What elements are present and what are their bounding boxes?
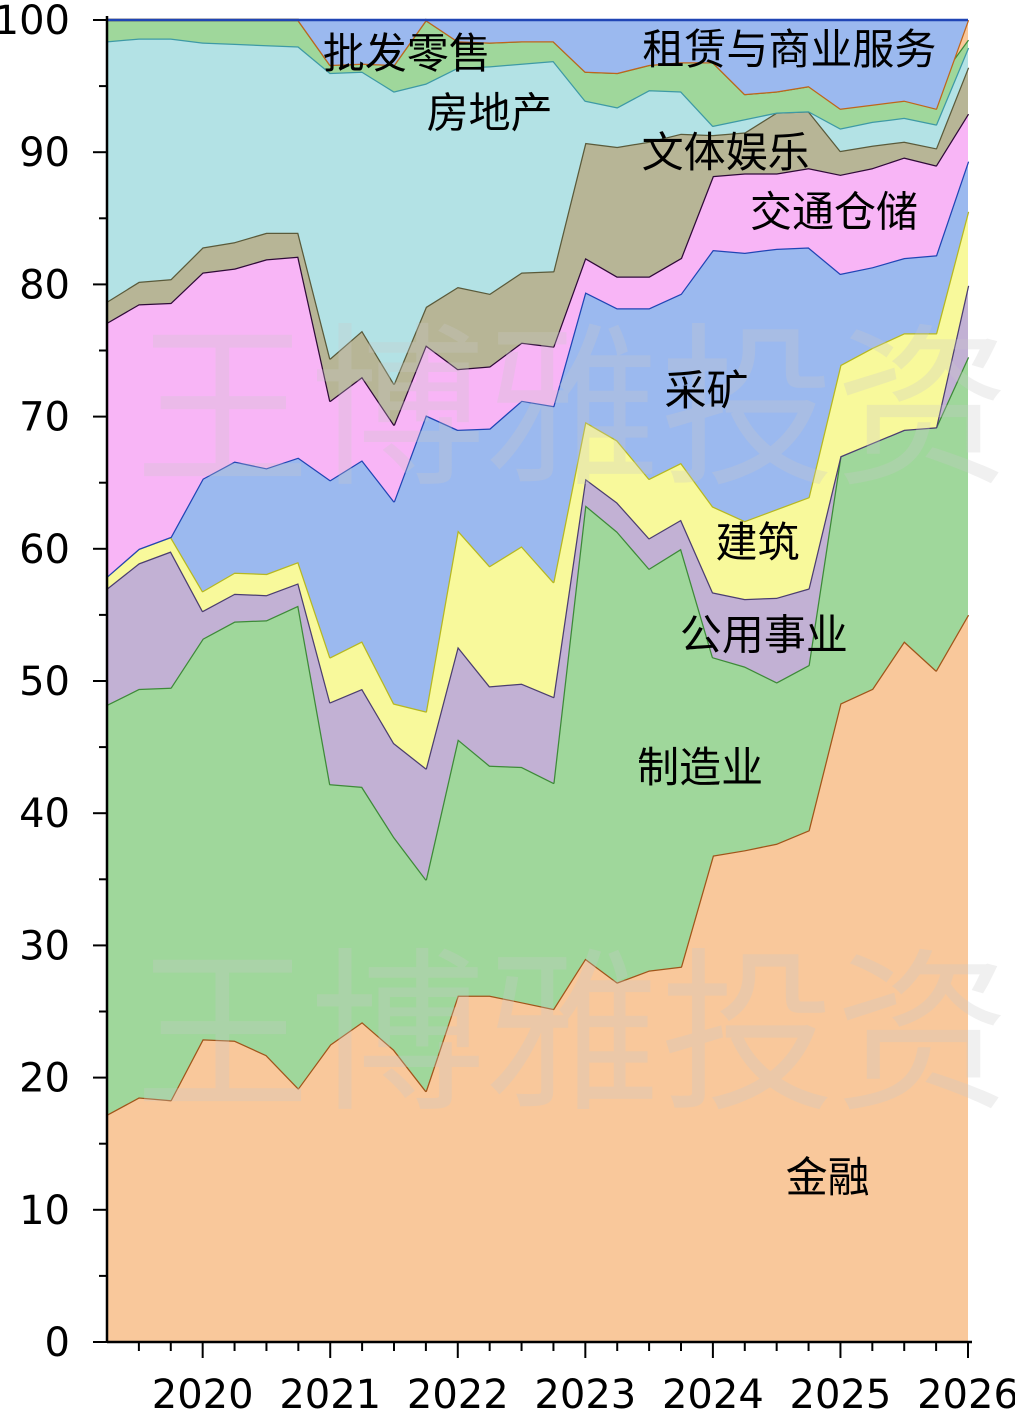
x-tick-label: 2020 [152, 1372, 254, 1418]
area-房地产 [107, 38, 968, 384]
area-批发零售 [107, 20, 968, 129]
area-金融 [107, 614, 968, 1342]
area-建筑 [107, 211, 968, 769]
y-tick-label: 20 [19, 1056, 70, 1102]
label-公用事业: 公用事业 [680, 611, 848, 660]
x-tick-label: 2024 [662, 1372, 764, 1418]
y-tick-label: 0 [45, 1320, 70, 1366]
area-制造业 [107, 357, 968, 1115]
watermark-upper: 王博雅投资 [135, 309, 1010, 512]
y-tick-label: 80 [19, 262, 70, 308]
y-tick-label: 50 [19, 659, 70, 705]
x-tick-label: 2023 [534, 1372, 636, 1418]
x-tick-label: 2026 [917, 1372, 1015, 1418]
area-公用事业 [107, 285, 968, 880]
area-文体娱乐 [107, 67, 968, 425]
y-tick-label: 90 [19, 130, 70, 176]
area-layers [106, 18, 970, 1342]
y-tick-label: 60 [19, 527, 70, 573]
x-tick-label: 2022 [407, 1372, 509, 1418]
label-交通仓储: 交通仓储 [750, 188, 918, 237]
watermarks: 王博雅投资 王博雅投资 [135, 309, 1010, 1137]
label-租赁与商业服务: 租赁与商业服务 [642, 25, 936, 74]
y-tick-label: 100 [0, 0, 70, 44]
label-房地产: 房地产 [427, 89, 553, 138]
label-采矿: 采矿 [665, 366, 749, 415]
label-金融: 金融 [786, 1153, 870, 1202]
y-tick-label: 40 [19, 791, 70, 837]
area-labels: 金融 制造业 公用事业 建筑 采矿 交通仓储 文体娱乐 房地产 批发零售 租赁与商业服务 [323, 25, 937, 1202]
label-批发零售: 批发零售 [323, 29, 491, 78]
label-文体娱乐: 文体娱乐 [642, 128, 810, 177]
y-tick-label: 70 [19, 395, 70, 441]
y-tick-label: 10 [19, 1188, 70, 1234]
area-租赁与商业服务 [107, 20, 968, 109]
watermark-lower: 王博雅投资 [135, 934, 1010, 1137]
x-tick-label: 2025 [790, 1372, 892, 1418]
label-建筑: 建筑 [716, 518, 800, 567]
y-tick-label: 30 [19, 923, 70, 969]
area-采矿 [107, 161, 968, 712]
x-tick-label: 2021 [279, 1372, 381, 1418]
label-制造业: 制造业 [637, 743, 763, 792]
